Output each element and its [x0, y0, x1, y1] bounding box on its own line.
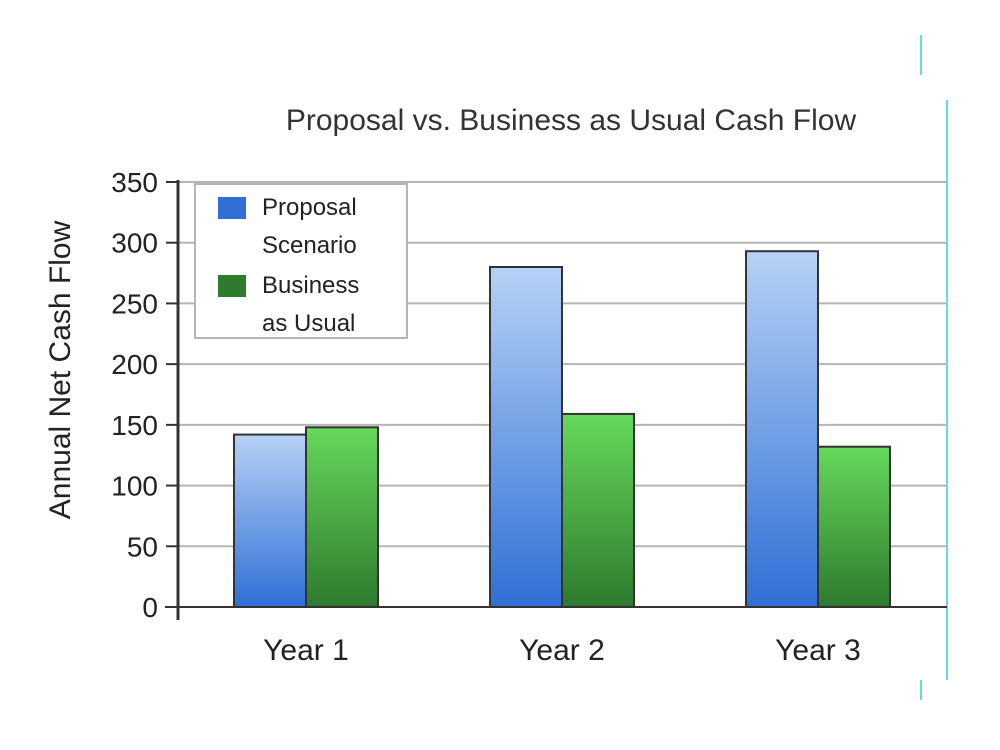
bar-business-as-usual — [561, 412, 635, 608]
x-category-label: Year 2 — [519, 634, 605, 667]
bar-business-as-usual — [817, 445, 891, 609]
legend-swatch — [218, 275, 246, 297]
y-axis-label: Annual Net Cash Flow — [44, 220, 77, 519]
legend-label: Business — [262, 272, 359, 299]
bar-proposal — [489, 266, 563, 608]
x-categories: Year 1 Year 2 Year 3 — [263, 634, 861, 667]
x-category-label: Year 1 — [263, 634, 349, 667]
chart-title: Proposal vs. Business as Usual Cash Flow — [286, 104, 857, 137]
legend-swatch — [218, 197, 246, 219]
bar-business-as-usual — [305, 426, 379, 608]
legend: Proposal Scenario Business as Usual — [194, 183, 408, 339]
y-tick-label: 300 — [111, 228, 158, 259]
bar-proposal — [745, 250, 819, 608]
y-tick-label: 0 — [142, 592, 158, 623]
y-tick-label: 50 — [127, 531, 158, 562]
legend-label: Scenario — [262, 232, 357, 259]
y-ticks: 0 50 100 150 200 250 300 350 — [111, 167, 178, 623]
y-tick-label: 150 — [111, 410, 158, 441]
y-tick-label: 250 — [111, 288, 158, 319]
y-tick-label: 100 — [111, 471, 158, 502]
y-tick-label: 350 — [111, 167, 158, 198]
x-category-label: Year 3 — [775, 634, 861, 667]
legend-label: as Usual — [262, 310, 355, 337]
y-tick-label: 200 — [111, 349, 158, 380]
legend-label: Proposal — [262, 194, 357, 221]
bar-proposal — [233, 433, 307, 609]
